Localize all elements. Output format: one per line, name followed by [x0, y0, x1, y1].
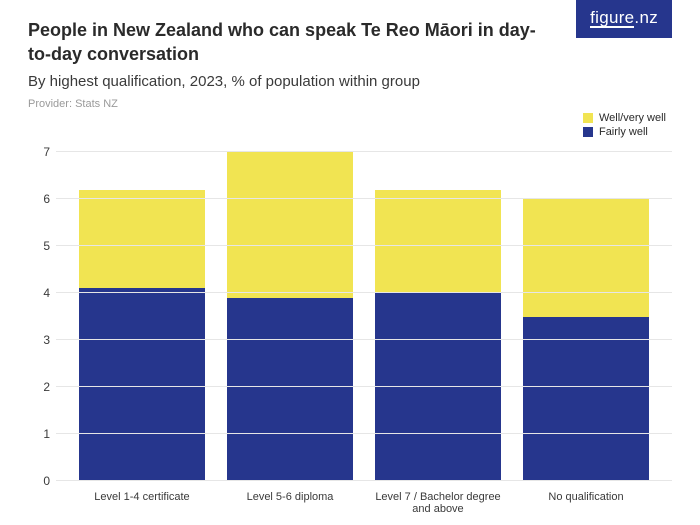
bar-slot — [512, 152, 660, 481]
y-tick-label: 4 — [32, 286, 50, 300]
logo-text-2: .nz — [634, 8, 658, 27]
y-tick-label: 5 — [32, 239, 50, 253]
y-tick-label: 3 — [32, 333, 50, 347]
bar-slot — [216, 152, 364, 481]
gridline — [56, 433, 672, 434]
y-tick-label: 1 — [32, 427, 50, 441]
y-tick-label: 7 — [32, 145, 50, 159]
bar-slot — [364, 152, 512, 481]
bar-segment — [523, 199, 649, 317]
legend-swatch — [583, 113, 593, 123]
stacked-bar — [227, 152, 353, 481]
y-tick-label: 0 — [32, 474, 50, 488]
bar-segment — [227, 152, 353, 298]
chart-subtitle: By highest qualification, 2023, % of pop… — [28, 73, 672, 90]
x-tick-label: Level 5-6 diploma — [216, 491, 364, 515]
figure-nz-logo: figure.nz — [576, 0, 672, 38]
gridline — [56, 339, 672, 340]
x-axis-labels: Level 1-4 certificateLevel 5-6 diplomaLe… — [56, 491, 672, 515]
legend-label: Well/very well — [599, 112, 666, 124]
provider-label: Provider: Stats NZ — [28, 98, 672, 110]
stacked-bar — [79, 190, 205, 481]
gridline — [56, 480, 672, 481]
x-tick-label: Level 1-4 certificate — [68, 491, 216, 515]
gridline — [56, 292, 672, 293]
chart-title: People in New Zealand who can speak Te R… — [28, 18, 548, 67]
bar-segment — [523, 317, 649, 482]
legend-item: Well/very well — [583, 112, 666, 124]
gridline — [56, 151, 672, 152]
y-tick-label: 6 — [32, 192, 50, 206]
bars-container — [56, 152, 672, 481]
x-tick-label: No qualification — [512, 491, 660, 515]
bar-segment — [375, 293, 501, 481]
stacked-bar — [375, 190, 501, 481]
legend-label: Fairly well — [599, 126, 648, 138]
legend: Well/very well Fairly well — [583, 112, 666, 140]
bar-segment — [227, 298, 353, 481]
x-tick-label: Level 7 / Bachelor degree and above — [364, 491, 512, 515]
legend-swatch — [583, 127, 593, 137]
y-tick-label: 2 — [32, 380, 50, 394]
bar-segment — [375, 190, 501, 293]
gridline — [56, 386, 672, 387]
gridline — [56, 198, 672, 199]
bar-segment — [79, 288, 205, 481]
gridline — [56, 245, 672, 246]
chart-plot-area: 01234567 — [56, 152, 672, 481]
bar-slot — [68, 152, 216, 481]
bar-segment — [79, 190, 205, 289]
stacked-bar — [523, 199, 649, 481]
legend-item: Fairly well — [583, 126, 666, 138]
logo-text-1: figure — [590, 10, 634, 28]
